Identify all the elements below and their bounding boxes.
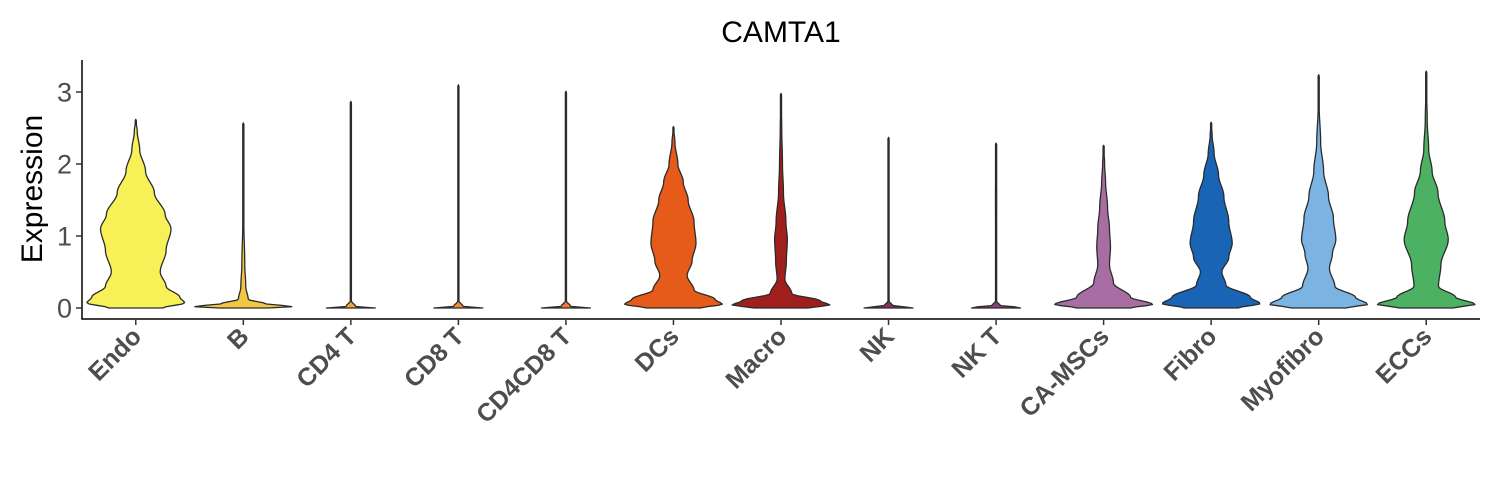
x-tick-label-endo: Endo xyxy=(83,322,147,386)
chart-title: CAMTA1 xyxy=(721,16,840,49)
y-tick-label-2: 2 xyxy=(57,150,72,180)
x-ticks: Endo B CD4 T CD8 T CD4CD8 T DCs Macro NK NK T CA-… xyxy=(83,319,1437,429)
x-tick-label-macro: Macro xyxy=(720,322,792,394)
y-tick-label-0: 0 xyxy=(57,294,72,324)
x-tick-label-cd8-t: CD8 T xyxy=(399,322,470,393)
violin-nk-t xyxy=(970,142,1022,309)
x-tick-label-myofibro: Myofibro xyxy=(1236,322,1330,416)
x-tick-label-b: B xyxy=(222,322,255,355)
x-tick-label-cd4cd8-t: CD4CD8 T xyxy=(471,322,577,428)
violin-myofibro xyxy=(1269,74,1368,309)
violin-dcs xyxy=(623,125,723,309)
x-tick-label-nk-t: NK T xyxy=(946,322,1007,383)
x-tick-label-dcs: DCs xyxy=(630,322,685,377)
x-tick-label-nk: NK xyxy=(854,322,899,367)
violin-cd4-t xyxy=(325,100,376,309)
x-tick-label-cd4-t: CD4 T xyxy=(291,322,362,393)
violin-b xyxy=(194,122,293,309)
violin-cd8-t xyxy=(433,84,484,309)
violin-fibro xyxy=(1161,121,1261,309)
y-tick-label-1: 1 xyxy=(57,222,72,252)
y-tick-label-3: 3 xyxy=(57,78,72,108)
violin-ca-mscs xyxy=(1054,144,1154,309)
y-axis-label: Expression xyxy=(16,115,49,263)
violin-endo xyxy=(86,118,186,309)
x-tick-label-eccs: ECCs xyxy=(1370,322,1437,389)
x-tick-label-ca-mscs: CA-MSCs xyxy=(1014,322,1114,422)
violin-macro xyxy=(731,92,831,309)
x-tick-label-fibro: Fibro xyxy=(1158,322,1222,386)
y-ticks: 0 1 2 3 xyxy=(57,78,82,324)
violin-nk xyxy=(863,136,914,309)
violins-layer xyxy=(86,70,1476,309)
violin-eccs xyxy=(1376,70,1476,309)
violin-cd4cd8-t xyxy=(540,90,592,309)
